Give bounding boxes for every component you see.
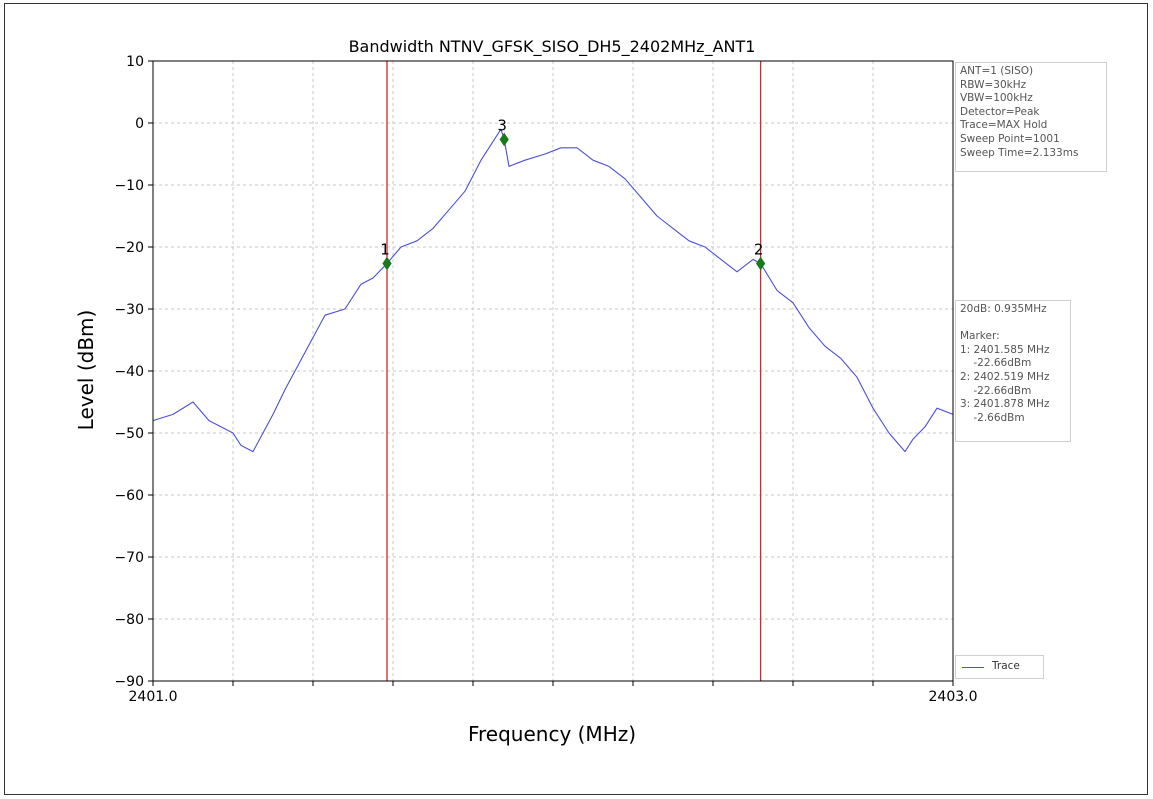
results-line: 20dB: 0.935MHz [960,303,1047,315]
y-tick-label: −80 [114,612,144,628]
settings-line: RBW=30kHz [960,78,1027,91]
legend: Trace [955,655,1044,679]
settings-line: Sweep Time=2.133ms [960,146,1079,159]
trace-line [152,128,954,453]
settings-line: Detector=Peak [960,105,1040,118]
marker-lines [386,61,762,681]
results-line: -2.66dBm [960,411,1025,424]
results-line [960,317,1066,331]
y-tick-label: 10 [126,54,144,70]
chart-title: Bandwidth NTNV_GFSK_SISO_DH5_2402MHz_ANT… [349,37,756,57]
y-tick-label: −10 [114,178,144,194]
marker-layer: 1 2 3 [380,116,766,271]
y-tick-label: −60 [114,488,144,504]
results-line: -22.66dBm [960,384,1032,397]
trace-layer [152,128,954,453]
settings-line: VBW=100kHz [960,92,1033,105]
results-info-box: 20dB: 0.935MHz Marker: 1: 2401.585 MHz -2… [955,300,1071,442]
marker-point [499,132,509,147]
x-tick-label: 2401.0 [129,689,178,705]
results-line: 2: 2402.519 MHz [960,370,1050,383]
marker-label: 3 [497,116,507,134]
plot-area-border [152,60,954,682]
settings-line: Sweep Point=1001 [960,132,1060,145]
marker-point [755,256,766,271]
marker-label: 1 [380,240,390,258]
marker-point [382,256,392,271]
settings-info-box: ANT=1 (SISO) RBW=30kHz VBW=100kHz Detector=… [955,62,1107,172]
x-tick-label: 2403.0 [929,689,978,705]
y-tick-label: −20 [114,240,144,256]
results-line: Marker: [960,330,1000,343]
legend-trace-label: Trace [992,660,1020,673]
y-tick-label: −30 [114,302,144,318]
marker-label: 2 [754,240,764,258]
legend-trace-swatch [962,666,984,668]
x-axis-label: Frequency (MHz) [468,722,636,746]
results-line: 3: 2401.878 MHz [960,398,1050,411]
y-axis-label: Level (dBm) [74,310,98,431]
y-tick-label: −40 [114,364,144,380]
y-tick-label: −90 [114,674,144,690]
y-tick-label: −50 [114,426,144,442]
settings-line: Trace=MAX Hold [960,119,1048,132]
y-tick-label: −70 [114,550,144,566]
y-tick-label: 0 [135,116,144,132]
settings-line: ANT=1 (SISO) [960,65,1034,77]
results-line: 1: 2401.585 MHz [960,343,1050,356]
grid-layer [153,61,953,681]
results-line: -22.66dBm [960,357,1032,370]
